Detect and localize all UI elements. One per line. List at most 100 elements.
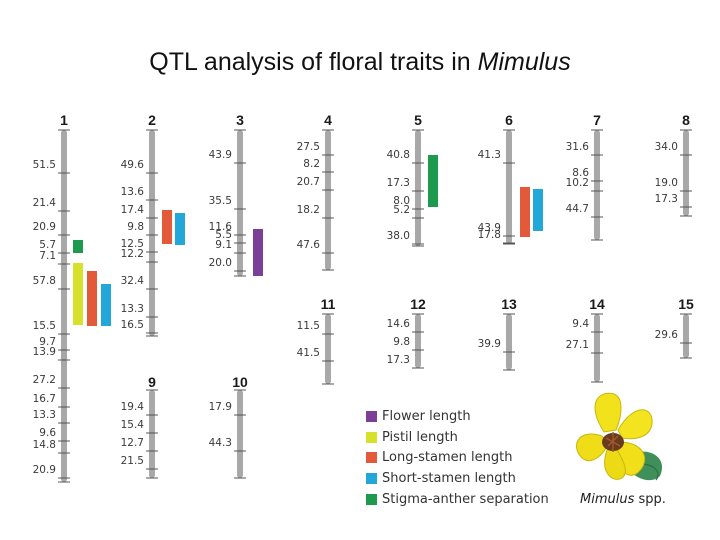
mimulus-flower-illustration [576,392,663,481]
interval-label: 43.9 [209,149,232,161]
interval-label: 43.9 [478,222,501,234]
chromosome-bar [594,314,600,382]
interval-label: 35.5 [209,195,232,207]
interval-label: 5.2 [393,204,410,216]
interval-label: 17.3 [387,354,410,366]
interval-label: 10.2 [566,177,589,189]
legend-item-long-stamen-length: Long-stamen length [366,448,556,469]
chromosome-bar [683,314,689,358]
chromosome-6: 6 41.3 43.917.8 [478,112,515,245]
interval-label: 9.8 [393,336,410,348]
interval-label: 17.8 [478,229,501,241]
interval-label: 9.8 [127,221,144,233]
qtl-bar-chr6-long-stamen-length [520,187,530,237]
page-title: QTL analysis of floral traits in Mimulus [149,48,571,76]
interval-label: 20.9 [33,464,56,476]
chromosome-14: 149.4 27.1 [566,296,605,383]
interval-label: 29.6 [655,329,679,341]
chromosome-bar [506,130,512,244]
legend-label: Stigma-anther separation [382,492,549,508]
interval-label: 8.2 [303,158,320,170]
interval-label: 17.9 [209,401,232,413]
chromosome-bar [325,130,331,270]
flower-petals [576,392,653,480]
legend-swatch [366,431,377,443]
qtl-bar-chr1-short-stamen-length [101,284,111,326]
interval-label: 41.3 [478,149,501,161]
chromosome-bar [594,130,600,240]
interval-label: 27.5 [297,141,320,153]
chromosome-bar [325,314,331,384]
interval-label: 5.7 [39,239,56,251]
legend-item-pistil-length: Pistil length [366,427,556,448]
interval-label: 47.6 [297,239,321,251]
legend-label: Long-stamen length [382,450,513,466]
interval-label: 39.9 [478,338,501,350]
chromosome-bar [149,390,155,478]
interval-label: 13.3 [121,303,144,315]
chromosome-bar [237,130,243,276]
qtl-bar-chr5-stigma-anther-separation [428,155,438,207]
interval-label: 9.4 [572,318,589,330]
interval-label: 41.5 [297,347,320,359]
interval-label: 13.6 [121,186,145,198]
interval-label: 16.7 [33,393,56,405]
interval-label: 5.5 [215,229,232,241]
chromosome-id-label: 4 [324,112,332,128]
interval-label: 12.5 [121,238,144,250]
interval-label: 15.5 [33,320,56,332]
trait-legend: Flower length Pistil length Long-stamen … [366,406,556,510]
chromosome-3: 3 43.9 35.5 11.65.59.1 20.0 [209,112,246,277]
legend-swatch [366,473,377,485]
qtl-bar-chr2-long-stamen-length [162,210,172,244]
interval-label: 21.5 [121,455,144,467]
chromosome-id-label: 5 [414,112,422,128]
interval-label: 18.2 [297,204,320,216]
interval-label: 17.3 [387,177,410,189]
interval-label: 34.0 [655,141,678,153]
qtl-bar-chr1-pistil-length [73,263,83,325]
legend-label: Pistil length [382,429,458,445]
interval-label: 57.8 [33,275,56,287]
interval-label: 9.6 [39,427,56,439]
interval-label: 44.3 [209,437,232,449]
interval-label: 44.7 [566,203,589,215]
interval-label: 19.0 [655,177,678,189]
interval-label: 14.8 [33,439,56,451]
legend-item-stigma-anther-separation: Stigma-anther separation [366,489,556,510]
chromosome-13: 13 39.9 [478,296,517,371]
legend-swatch [366,494,377,506]
interval-label: 17.4 [121,204,145,216]
interval-label: 51.5 [33,159,56,171]
chromosome-id-label: 3 [236,112,244,128]
interval-label: 12.7 [121,437,144,449]
interval-label: 9.1 [215,239,232,251]
qtl-bar-chr1-long-stamen-length [87,271,97,326]
chromosome-id-label: 2 [148,112,156,128]
chromosome-bar [237,390,243,478]
chromosome-9: 919.4 15.4 12.7 21.5 [121,374,158,479]
chromosome-bar [415,314,421,368]
interval-label: 11.5 [297,320,320,332]
chromosome-2: 2 49.6 13.6 17.4 9.8 12.512.2 32.4 13.3 16.5 [121,112,158,337]
legend-swatch [366,410,377,422]
chromosome-id-label: 13 [501,296,517,312]
legend-label: Short-stamen length [382,471,516,487]
chromosome-1: 1 51.5 21.4 20.9 5.77.1 57.8 15.5 9.713.9 27.2 16… [33,112,70,483]
flower-throat [602,432,624,452]
interval-label: 15.4 [121,419,145,431]
qtl-bar-chr3-flower-length [253,229,263,276]
interval-label: 20.9 [33,221,56,233]
interval-label: 19.4 [121,401,145,413]
chromosome-15: 15 29.6 [655,296,694,359]
interval-label: 7.1 [39,250,56,262]
chromosome-4: 4 27.5 8.2 20.7 18.2 47.6 [297,112,334,271]
interval-label: 12.2 [121,248,144,260]
qtl-bar-chr2-short-stamen-length [175,213,185,245]
interval-label: 8.6 [572,167,589,179]
chromosome-id-label: 9 [148,374,156,390]
interval-label: 49.6 [121,159,145,171]
chromosome-bar [415,130,421,246]
